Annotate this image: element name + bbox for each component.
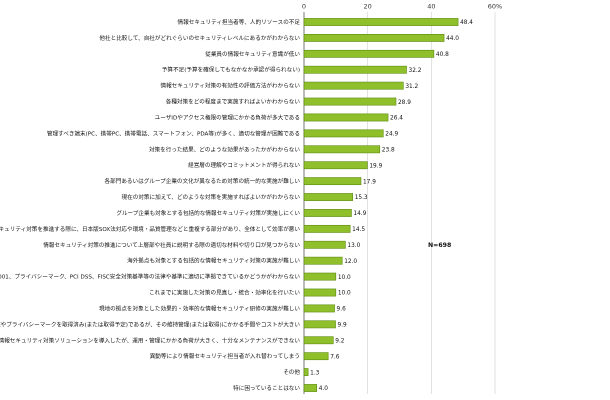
bar <box>303 193 354 201</box>
value-label: 14.9 <box>353 211 366 217</box>
category-label: 海外拠点も対象とする包括的な情報セキュリティ対策の実施が難しい <box>127 257 300 265</box>
category-label: 管理すべき端末(PC、携帯PC、携帯電話、スマートフォン、PDA等)が多く、適切… <box>47 129 300 137</box>
bar <box>303 65 407 74</box>
value-label: 44.0 <box>446 36 459 42</box>
category-label: 各種対策をどの程度まで実施すればよいかわからない <box>166 98 301 106</box>
value-label: 17.9 <box>363 179 376 185</box>
category-label: 情報セキュリティ担当者等、人的リソースの不足 <box>178 18 301 26</box>
x-tick-label: 60% <box>488 3 502 11</box>
category-label: 特に困っていることはない <box>233 384 300 392</box>
category-label: 他社と比較して、自社がどれぐらいのセキュリティレベルにあるかがわからない <box>99 34 300 42</box>
category-label: ユーザIDやアクセス権限の管理にかかる負荷が多大である <box>155 113 300 121</box>
value-label-layer: 48.4 44.0 40.8 32.2 31.2 28.9 26.4 24.9 23.8 19.9… <box>310 20 473 392</box>
value-label: 12.0 <box>344 259 357 265</box>
x-tick-layer: 0 20 40 60% <box>302 3 502 11</box>
category-label: 予算不足(予算を確保してもなかなか承認が得られない) <box>162 66 300 74</box>
bar <box>303 49 435 58</box>
category-label: 各種情報セキュリティ対策ソリューションを導入したが、運用・管理にかかる負荷が大き… <box>0 336 300 344</box>
value-label: 1.3 <box>310 370 320 376</box>
bar <box>303 352 329 361</box>
value-label: 31.2 <box>405 84 418 90</box>
bar <box>303 97 397 106</box>
sample-size-annotation: N=698 <box>428 242 451 249</box>
bar <box>303 18 459 26</box>
category-label: 異動等により情報セキュリティ担当者が入れ替わってしまう <box>150 352 300 360</box>
bar <box>303 256 343 265</box>
bar <box>303 161 368 170</box>
value-label: 14.5 <box>352 227 365 233</box>
value-label: 28.9 <box>398 100 411 106</box>
bar <box>303 224 351 233</box>
category-label: ISMS認証やプライバシーマークを取得済み(または取得予定)であるが、その維持管… <box>0 320 300 328</box>
value-label: 9.6 <box>337 307 347 313</box>
category-label: 情報セキュリティ対策を推進する際に、日本版SOX法対応や環境・品質管理などと重複… <box>0 225 300 233</box>
value-label: 32.2 <box>409 68 422 74</box>
category-label: 個人情報保護法、日本版SOX法、ISO/IEC27001、プライバシーマーク、P… <box>0 273 300 281</box>
bar <box>303 177 362 186</box>
bar <box>303 113 389 122</box>
category-label: 経営層の理解やコミットメントが得られない <box>188 161 300 169</box>
bar <box>303 81 404 90</box>
category-label: これまでに実施した対策の見直し・統合・効率化を行いたい <box>149 289 300 297</box>
x-tick-label: 40 <box>427 3 435 11</box>
category-label: 情報セキュリティ対策の推進について上層部や社員に説明する際の適切な材料や切り口が… <box>43 241 300 249</box>
value-label: 7.6 <box>330 354 340 360</box>
value-label: 4.0 <box>319 386 329 392</box>
bar <box>303 145 381 154</box>
value-label: 23.8 <box>382 148 395 154</box>
bar <box>303 34 445 42</box>
category-label: 従業員の情報セキュリティ意識が低い <box>205 50 300 58</box>
value-label: 9.2 <box>335 338 345 344</box>
category-label: グループ企業も対象とする包括的な情報セキュリティ対策が実施しにくい <box>116 209 300 217</box>
value-label: 24.9 <box>385 132 398 138</box>
bar <box>303 368 309 376</box>
bar <box>303 288 337 297</box>
value-label: 13.0 <box>347 243 360 249</box>
value-label: 26.4 <box>390 116 403 122</box>
bar <box>303 384 318 392</box>
bar <box>303 240 346 249</box>
value-label: 19.9 <box>369 163 382 169</box>
value-label: 15.3 <box>355 195 368 201</box>
grid-layer <box>303 12 496 394</box>
value-label: 9.9 <box>338 323 348 329</box>
x-tick-label: 0 <box>302 3 306 11</box>
value-label: 48.4 <box>460 20 473 26</box>
category-label: 現在の対策に加えて、どのような対策を実施すればよいかがわからない <box>122 193 301 201</box>
value-label: 10.0 <box>338 275 351 281</box>
bar <box>303 129 384 138</box>
bar <box>303 209 352 217</box>
bar <box>303 304 335 313</box>
category-label: 対策を行った結果、どのような効果があったかがわからない <box>149 145 300 153</box>
x-tick-label: 20 <box>364 3 372 11</box>
bar <box>303 320 336 329</box>
category-label: 現地の拠点を対象とした効果的・効率的な情報セキュリティ研修の実施が難しい <box>99 304 300 312</box>
value-label: 40.8 <box>436 52 449 58</box>
category-label: 各部門あるいはグループ企業の文化が異なるため対策の統一的な実施が難しい <box>105 177 301 185</box>
category-label: その他 <box>283 368 300 376</box>
bar-layer <box>303 18 459 392</box>
value-label: 10.0 <box>338 291 351 297</box>
bar <box>303 272 337 281</box>
category-label: 情報セキュリティ対策の有効性の評価方法がわからない <box>160 82 300 90</box>
category-label-layer: 情報セキュリティ担当者等、人的リソースの不足他社と比較して、自社がどれぐらいのセ… <box>0 18 300 392</box>
bar <box>303 336 334 345</box>
